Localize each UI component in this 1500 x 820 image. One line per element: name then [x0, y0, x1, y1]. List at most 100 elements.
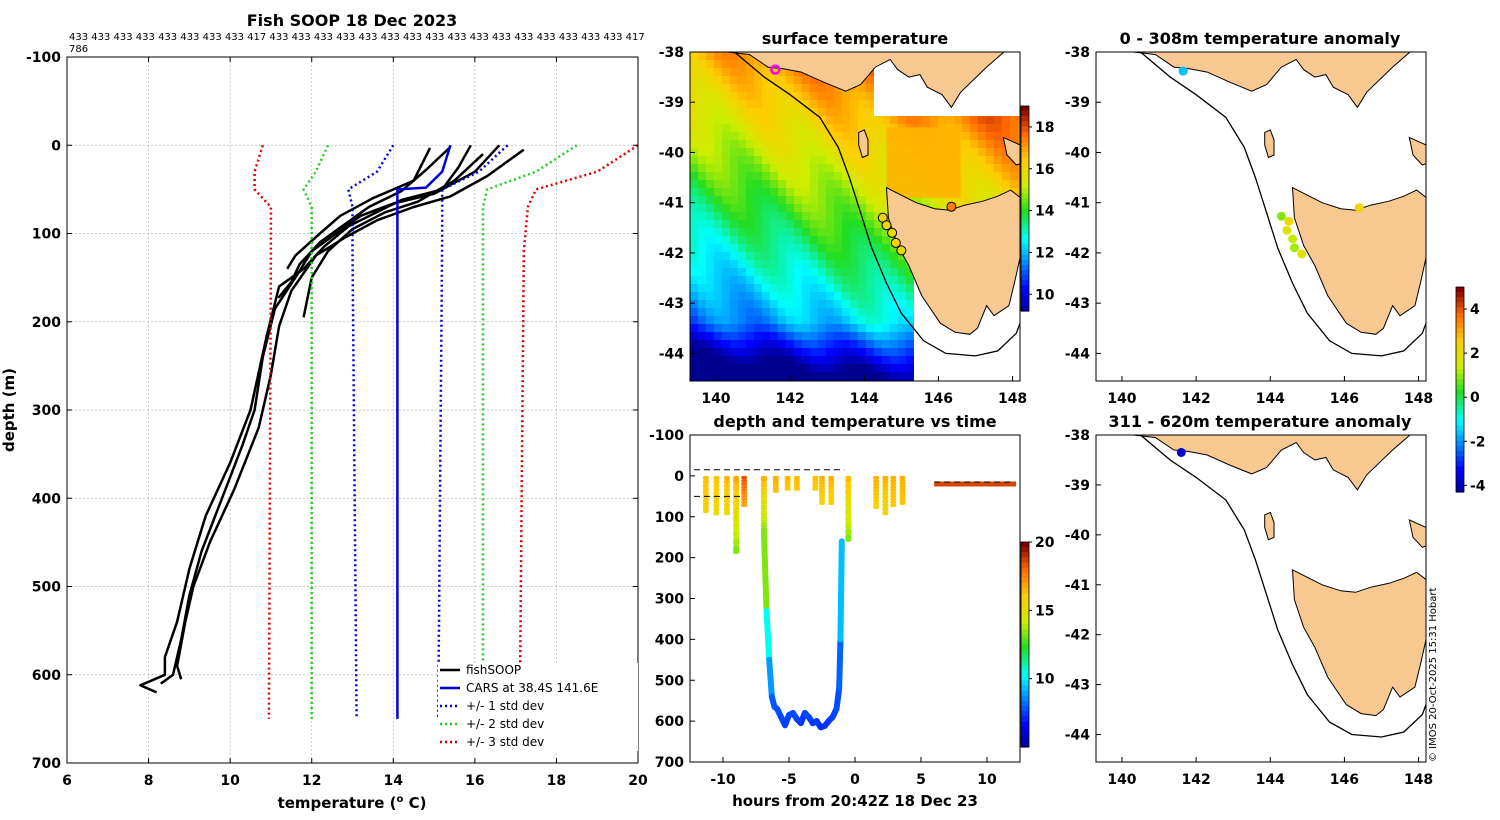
sst-cell — [722, 76, 730, 84]
cast-segment — [784, 480, 791, 483]
sst-cell — [714, 260, 722, 268]
sst-cell — [978, 132, 986, 140]
anom-shallow-anomaly-point — [1178, 66, 1188, 76]
cast-segment — [793, 477, 800, 480]
sst-cell — [738, 308, 746, 316]
sst-cell — [882, 124, 890, 132]
anom-shallow-axes — [1095, 51, 1427, 382]
cast-segment — [733, 506, 740, 516]
sst-cell — [818, 324, 826, 332]
sst-cell — [850, 172, 858, 180]
profile-xtick-label: 18 — [547, 773, 566, 789]
sst-cell — [794, 324, 802, 332]
sst-ytick-label: -43 — [659, 296, 684, 312]
sst-cell — [970, 164, 978, 172]
sst-cell — [906, 116, 914, 124]
sst-cell — [706, 108, 714, 116]
sst-cell — [738, 164, 746, 172]
sst-cell — [874, 236, 882, 244]
cars-profile-line — [396, 144, 452, 719]
cast-segment — [723, 487, 730, 492]
sst-cell — [850, 140, 858, 148]
sst-cell — [794, 100, 802, 108]
sst-cell — [810, 300, 818, 308]
cast-segment — [760, 493, 767, 500]
timeseries-colorbar-segment — [1021, 613, 1029, 620]
sst-colorbar-segment — [1021, 275, 1029, 281]
sst-cell — [690, 124, 698, 132]
cast-segment — [882, 491, 889, 496]
sst-cell — [714, 140, 722, 148]
sst-cell — [786, 156, 794, 164]
sst-cell — [866, 188, 874, 196]
timeseries-colorbar-segment — [1021, 695, 1029, 702]
sst-cell — [714, 172, 722, 180]
sst-cell — [810, 324, 818, 332]
sst-colorbar-segment — [1021, 259, 1029, 266]
sst-cell — [706, 188, 714, 196]
sst-cell — [850, 364, 858, 372]
sst-cell — [994, 180, 1002, 188]
sst-cell — [762, 244, 770, 252]
sst-cell — [698, 100, 706, 108]
sst-cell — [826, 324, 834, 332]
sst-cell — [706, 140, 714, 148]
sst-cell — [810, 172, 818, 180]
legend-label: fishSOOP — [466, 663, 521, 677]
cast-segment — [772, 482, 779, 485]
cast-segment — [733, 530, 740, 539]
sst-cell — [882, 140, 890, 148]
sst-cell — [730, 276, 738, 284]
sst-cell — [690, 324, 698, 332]
sst-cell — [762, 332, 770, 340]
cast-segment — [760, 487, 767, 494]
sst-cell — [754, 316, 762, 324]
sst-cell — [970, 140, 978, 148]
sst-cell — [754, 284, 762, 292]
cast-segment — [819, 484, 825, 488]
sst-cell — [698, 372, 706, 380]
sst-cell — [754, 116, 762, 124]
sst-cell — [850, 372, 858, 380]
sst-cell — [762, 324, 770, 332]
sst-cell — [794, 188, 802, 196]
sst-cell — [834, 316, 842, 324]
sst-cell — [770, 332, 778, 340]
sst-cell — [722, 284, 730, 292]
sst-cell — [858, 228, 866, 236]
sst-cell — [970, 124, 978, 132]
sst-cell — [858, 236, 866, 244]
cast-segment — [772, 477, 779, 480]
cast-segment — [828, 484, 835, 488]
sst-colorbar-segment — [1021, 223, 1029, 230]
sst-station-marker — [896, 245, 907, 256]
sst-cell — [690, 292, 698, 300]
sst-cell — [714, 124, 722, 132]
timeseries-colorbar-segment — [1021, 736, 1029, 743]
sst-cell — [722, 180, 730, 188]
sst-cell — [762, 84, 770, 92]
sst-cell — [858, 284, 866, 292]
sst-cell — [778, 356, 786, 364]
sst-cell — [826, 180, 834, 188]
sst-cell — [714, 52, 722, 60]
sst-cell — [730, 164, 738, 172]
sst-cell — [714, 92, 722, 100]
cast-segment — [845, 515, 852, 523]
sst-cell — [834, 188, 842, 196]
cast-segment — [793, 480, 800, 483]
profile-data — [139, 144, 638, 719]
timeseries-colorbar-segment — [1021, 675, 1029, 681]
sst-cell — [882, 196, 890, 204]
sst-ytick-label: -38 — [659, 45, 684, 61]
sst-cell — [858, 180, 866, 188]
sst-cell — [698, 324, 706, 332]
sst-cell — [722, 92, 730, 100]
sst-cell — [994, 132, 1002, 140]
cast-segment — [784, 483, 791, 485]
sst-cell — [754, 364, 762, 372]
sst-cell — [770, 108, 778, 116]
cast-segment — [882, 506, 889, 512]
cast-segment — [793, 481, 800, 484]
sst-cell — [818, 356, 826, 364]
